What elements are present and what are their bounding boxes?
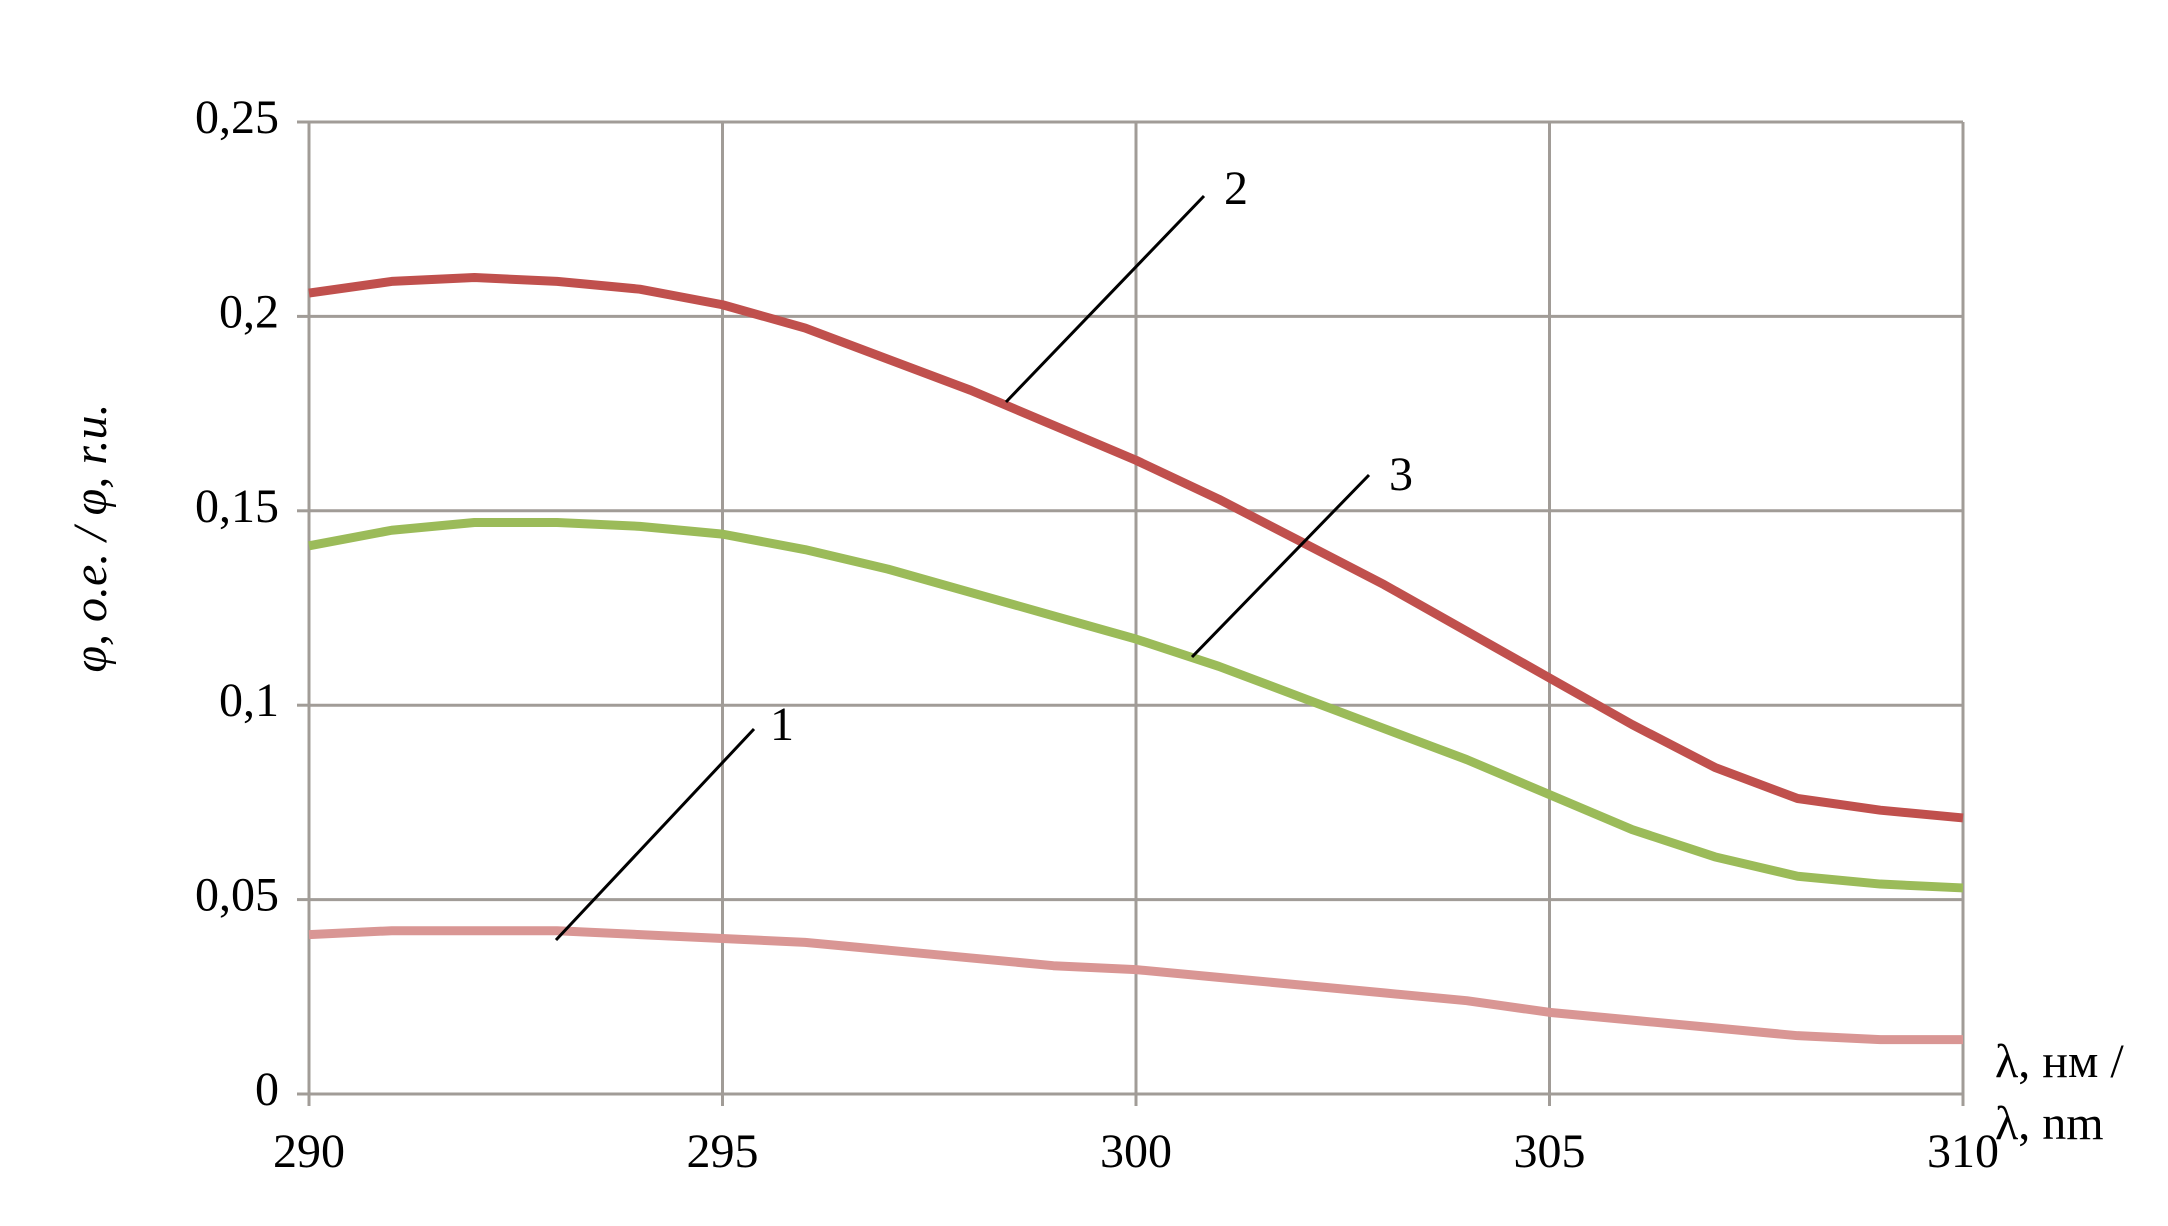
x-tick-label: 290 <box>273 1125 345 1178</box>
series-label: 2 <box>1224 162 1248 215</box>
series-line <box>308 517 1964 893</box>
y-tick-label: 0,05 <box>195 869 279 922</box>
x-axis-label: λ, нм / <box>1995 1035 2124 1088</box>
series-label: 1 <box>770 698 794 751</box>
leader-line <box>554 727 756 942</box>
y-tick-label: 0,15 <box>195 480 279 533</box>
y-tick-label: 0,1 <box>219 674 279 727</box>
y-tick-label: 0,25 <box>195 91 279 144</box>
x-axis-label: λ, nm <box>1995 1097 2104 1150</box>
y-tick-label: 0 <box>255 1063 279 1116</box>
series-line <box>308 273 1964 823</box>
x-tick-label: 295 <box>687 1125 759 1178</box>
leader-line <box>1004 194 1206 404</box>
x-tick-label: 310 <box>1927 1125 1999 1178</box>
series-label: 3 <box>1389 448 1413 501</box>
x-tick-label: 305 <box>1514 1125 1586 1178</box>
leader-line <box>1190 473 1371 659</box>
x-tick-label: 300 <box>1100 1125 1172 1178</box>
y-tick-label: 0,2 <box>219 285 279 338</box>
series-line <box>308 926 1963 1045</box>
y-axis-label: φ, о.е. / φ, r.u. <box>64 403 117 672</box>
